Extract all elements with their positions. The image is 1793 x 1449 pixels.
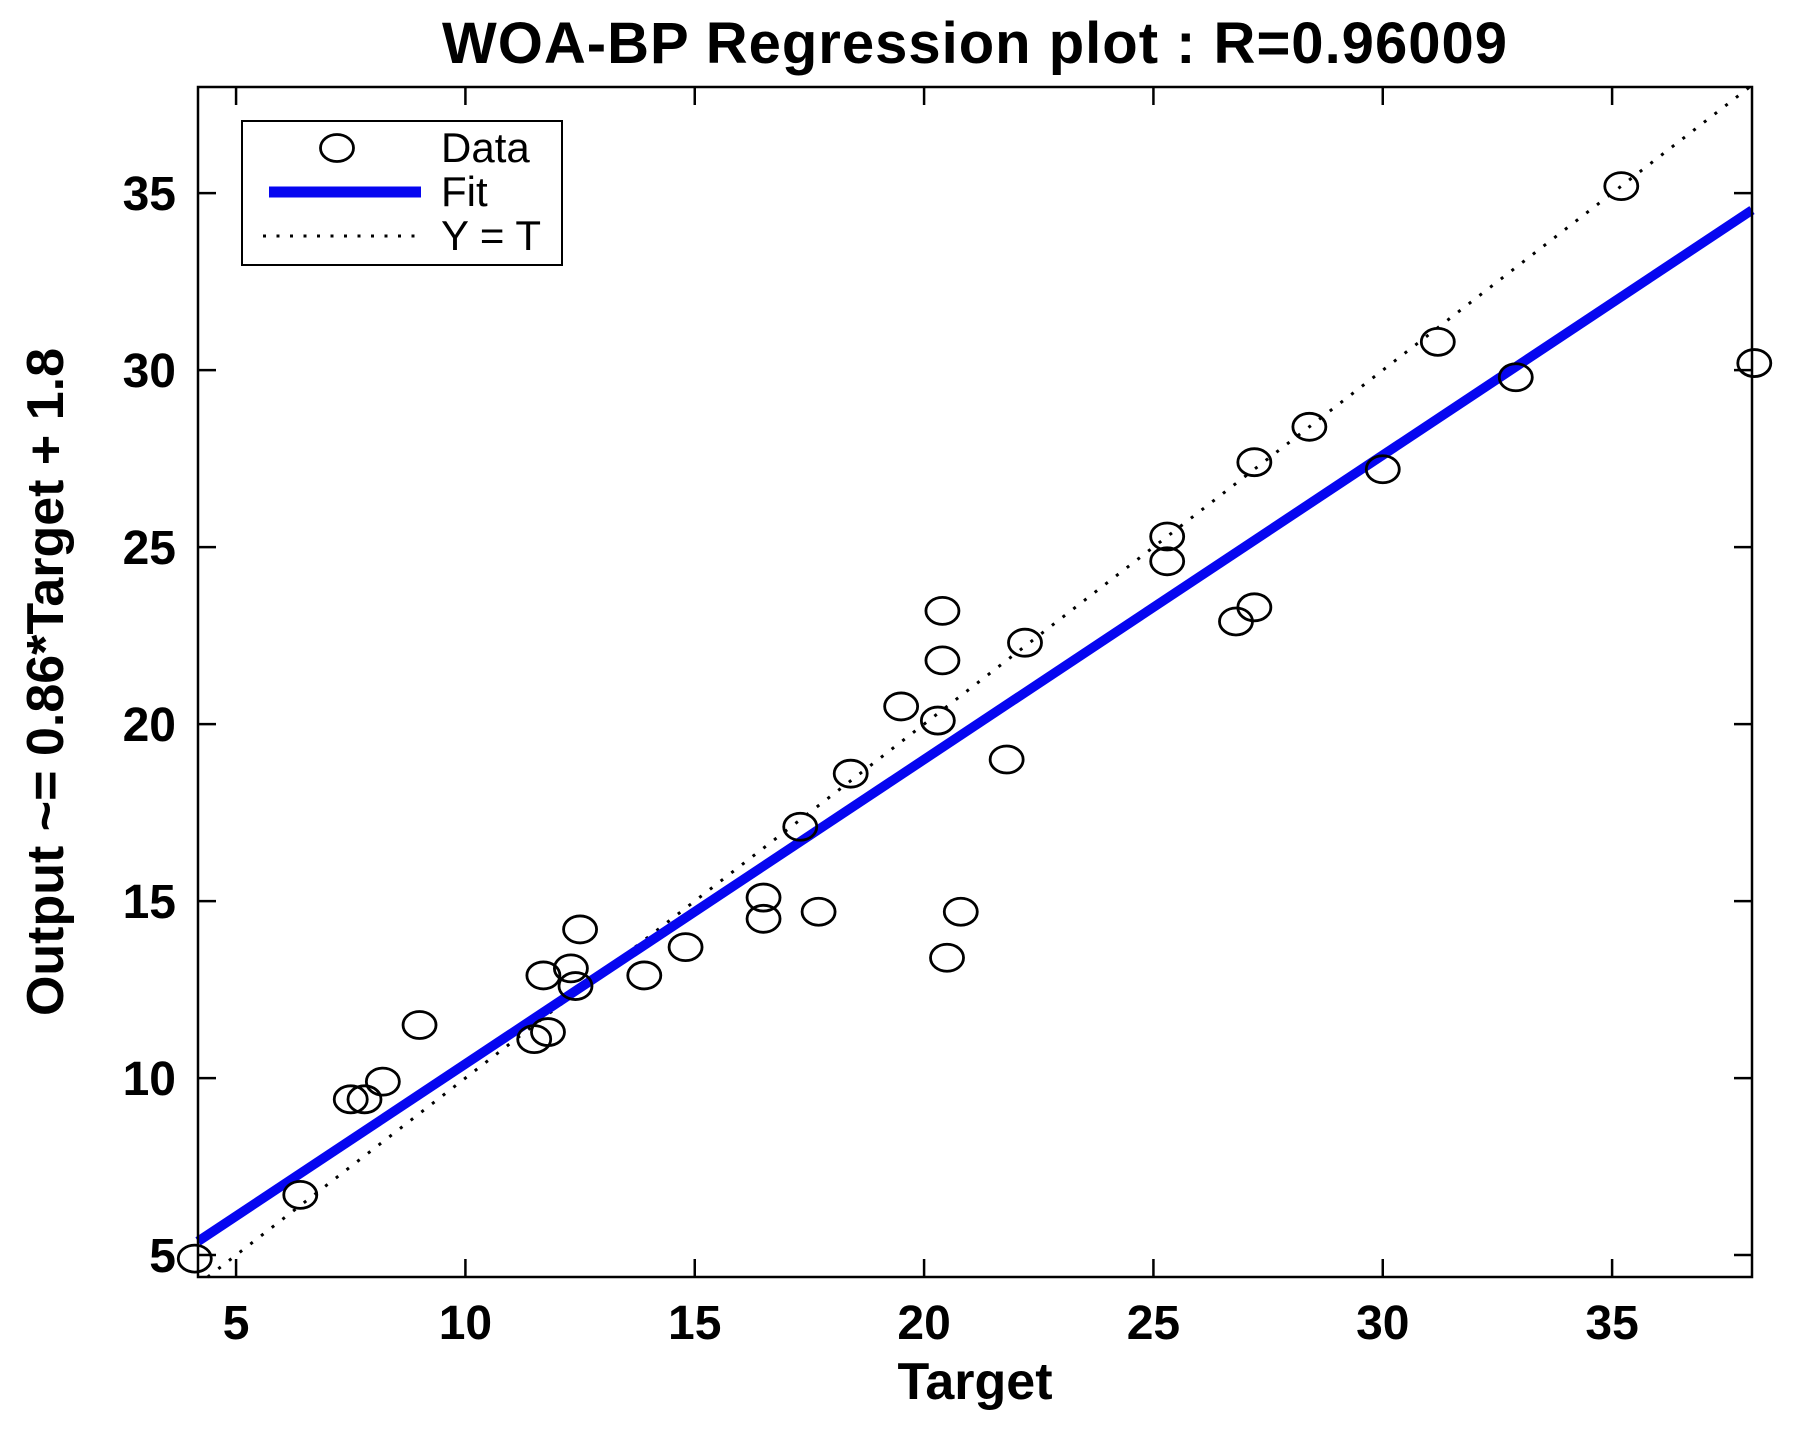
data-point [1736, 348, 1773, 378]
y-tick-label: 25 [123, 522, 176, 575]
data-point [1603, 171, 1640, 202]
data-point [1497, 362, 1534, 393]
x-axis-label: Target [897, 1353, 1053, 1411]
data-point [924, 595, 961, 626]
data-point [942, 896, 979, 927]
y-tick-label: 5 [149, 1230, 176, 1283]
data-point [883, 691, 920, 722]
data-point [745, 903, 782, 934]
legend: Data Fit Y = T [241, 120, 563, 266]
legend-label-identity: Y = T [441, 212, 542, 259]
data-point [1236, 592, 1273, 623]
data-point [919, 705, 956, 736]
data-point [929, 942, 965, 973]
data-point [525, 960, 562, 991]
x-tick-label: 30 [1356, 1297, 1409, 1350]
legend-item-fit: Fit [255, 168, 561, 215]
data-point [401, 1010, 438, 1040]
data-point [530, 1017, 566, 1047]
data-point [745, 882, 782, 913]
data-point [1007, 627, 1043, 658]
y-tick-label: 20 [123, 699, 176, 752]
data-point [626, 960, 663, 991]
x-tick-label: 5 [223, 1297, 250, 1350]
data-point [1364, 454, 1401, 485]
data-point [924, 645, 961, 676]
x-tick-label: 35 [1585, 1297, 1638, 1350]
identity-line-icon [263, 234, 421, 238]
data-point [1218, 606, 1254, 637]
fit-line-icon [269, 186, 421, 198]
data-point [346, 1084, 383, 1115]
data-point [1149, 546, 1186, 577]
data-point [1419, 326, 1456, 357]
y-tick-label: 35 [123, 168, 176, 221]
y-tick-label: 15 [123, 876, 176, 929]
data-point [176, 1243, 213, 1274]
y-tick-label: 10 [123, 1053, 176, 1106]
identity-line [206, 85, 1751, 1279]
data-point [832, 758, 869, 789]
legend-label-fit: Fit [441, 168, 488, 215]
data-point [1236, 447, 1273, 478]
fit-line [195, 206, 1755, 1246]
data-point [364, 1066, 401, 1097]
plot-title: WOA-BP Regression plot : R=0.96009 [442, 11, 1508, 76]
y-tick-label: 30 [123, 345, 176, 398]
data-point [332, 1084, 369, 1115]
data-point [553, 953, 589, 984]
legend-label-data: Data [441, 124, 530, 171]
data-point [282, 1179, 319, 1210]
data-point [800, 896, 837, 927]
data-point [1291, 411, 1328, 442]
axes-box [196, 85, 1754, 1279]
data-point [782, 811, 819, 842]
x-tick-label: 15 [668, 1297, 721, 1350]
x-tick-label: 10 [439, 1297, 492, 1350]
data-point [1149, 521, 1186, 552]
data-point [562, 914, 598, 945]
data-point [988, 744, 1025, 775]
data-point [557, 971, 594, 1001]
legend-item-identity: Y = T [255, 212, 561, 259]
data-point [667, 932, 704, 963]
data-marker-icon [319, 133, 355, 163]
legend-item-data: Data [255, 124, 561, 171]
x-tick-label: 20 [897, 1297, 950, 1350]
x-tick-label: 25 [1127, 1297, 1180, 1350]
